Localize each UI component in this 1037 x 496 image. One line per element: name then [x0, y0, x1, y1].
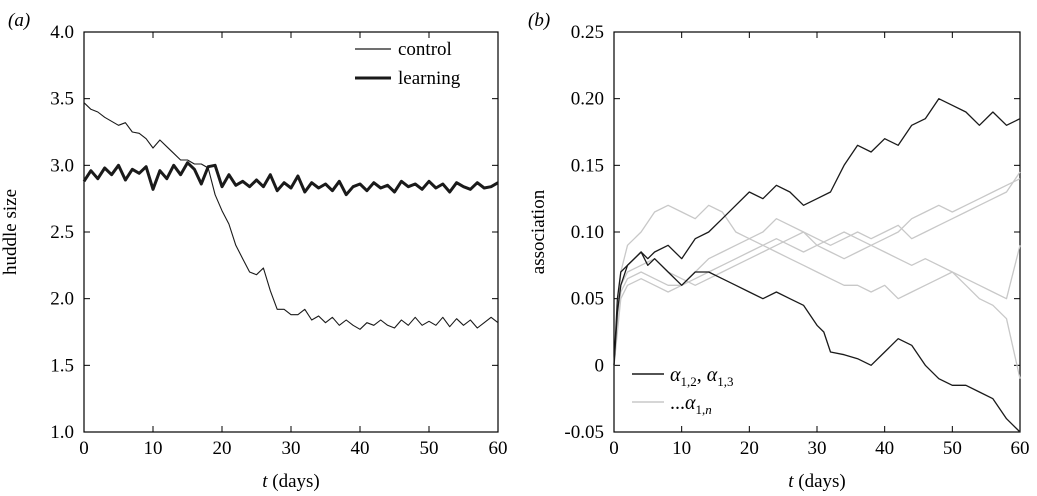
y-tick-label: -0.05 — [564, 422, 604, 443]
x-tick-label: 0 — [79, 438, 89, 459]
y-tick-label: 0.25 — [571, 22, 604, 43]
y-tick-label: 0 — [595, 355, 605, 376]
x-tick-label: 10 — [144, 438, 163, 459]
y-tick-label: 1.0 — [50, 422, 74, 443]
legend-label-dark: α1,2, α1,3 — [670, 364, 734, 389]
x-tick-label: 20 — [740, 438, 759, 459]
line-light-3 — [613, 171, 1021, 366]
x-ticks-a: 0 10 20 30 40 50 60 — [79, 32, 508, 459]
legend-b: α1,2, α1,3 ...α1,n — [632, 364, 734, 417]
x-ticks-b: 0 10 20 30 40 50 60 — [609, 32, 1030, 459]
legend-label-light: ...α1,n — [670, 392, 712, 417]
x-tick-label: 30 — [282, 438, 301, 459]
y-tick-label: 0.20 — [571, 89, 604, 110]
y-tick-label: 0.05 — [571, 289, 604, 310]
y-tick-label: 3.5 — [50, 89, 74, 110]
x-tick-label: 60 — [489, 438, 508, 459]
y-tick-label: 4.0 — [50, 22, 74, 43]
line-control — [83, 102, 499, 330]
x-tick-label: 50 — [943, 438, 962, 459]
y-tick-label: 2.5 — [50, 222, 74, 243]
panel-b-label: (b) — [528, 10, 550, 31]
y-axis-label-a: huddle size — [0, 189, 21, 275]
legend-label-learning: learning — [398, 68, 461, 89]
x-tick-label: 50 — [420, 438, 439, 459]
x-axis-var-a: t — [262, 471, 268, 492]
x-axis-var-b: t — [788, 471, 794, 492]
y-tick-label: 2.0 — [50, 289, 74, 310]
panel-a-label: (a) — [8, 10, 30, 31]
x-tick-label: 40 — [351, 438, 370, 459]
y-ticks-b: -0.05 0 0.05 0.10 0.15 0.20 0.25 — [564, 22, 1020, 443]
line-learning — [82, 161, 499, 197]
line-light-2 — [613, 204, 1021, 379]
legend-label-control: control — [398, 39, 452, 60]
panel-a: (a) 1.01.52.02.53.03.54.0 0 10 20 30 40 50 60 … — [0, 10, 508, 492]
x-tick-label: 20 — [213, 438, 232, 459]
x-tick-label: 0 — [609, 438, 619, 459]
line-dark-1 — [613, 251, 1021, 433]
x-tick-label: 30 — [808, 438, 827, 459]
series-a — [82, 102, 499, 330]
x-tick-label: 60 — [1011, 438, 1030, 459]
legend-a: control learning — [355, 39, 461, 89]
y-tick-label: 0.15 — [571, 155, 604, 176]
y-axis-label-b: association — [528, 189, 549, 274]
x-tick-label: 10 — [672, 438, 691, 459]
line-light-5 — [613, 178, 1021, 366]
x-axis-label-a: t (days) — [262, 471, 320, 492]
y-tick-label: 0.10 — [571, 222, 604, 243]
y-tick-label: 1.5 — [50, 355, 74, 376]
line-dark-0 — [613, 98, 1021, 366]
x-axis-label-b: t (days) — [788, 471, 846, 492]
plot-frame-a — [83, 31, 499, 433]
x-tick-label: 40 — [875, 438, 894, 459]
x-axis-unit-a: (days) — [272, 471, 319, 492]
y-tick-label: 3.0 — [50, 155, 74, 176]
x-axis-unit-b: (days) — [798, 471, 845, 492]
y-ticks-a: 1.0 1.5 2.0 2.5 3.0 3.5 4.0 — [50, 22, 498, 443]
line-light-4 — [613, 231, 1021, 366]
series-b — [613, 98, 1021, 433]
